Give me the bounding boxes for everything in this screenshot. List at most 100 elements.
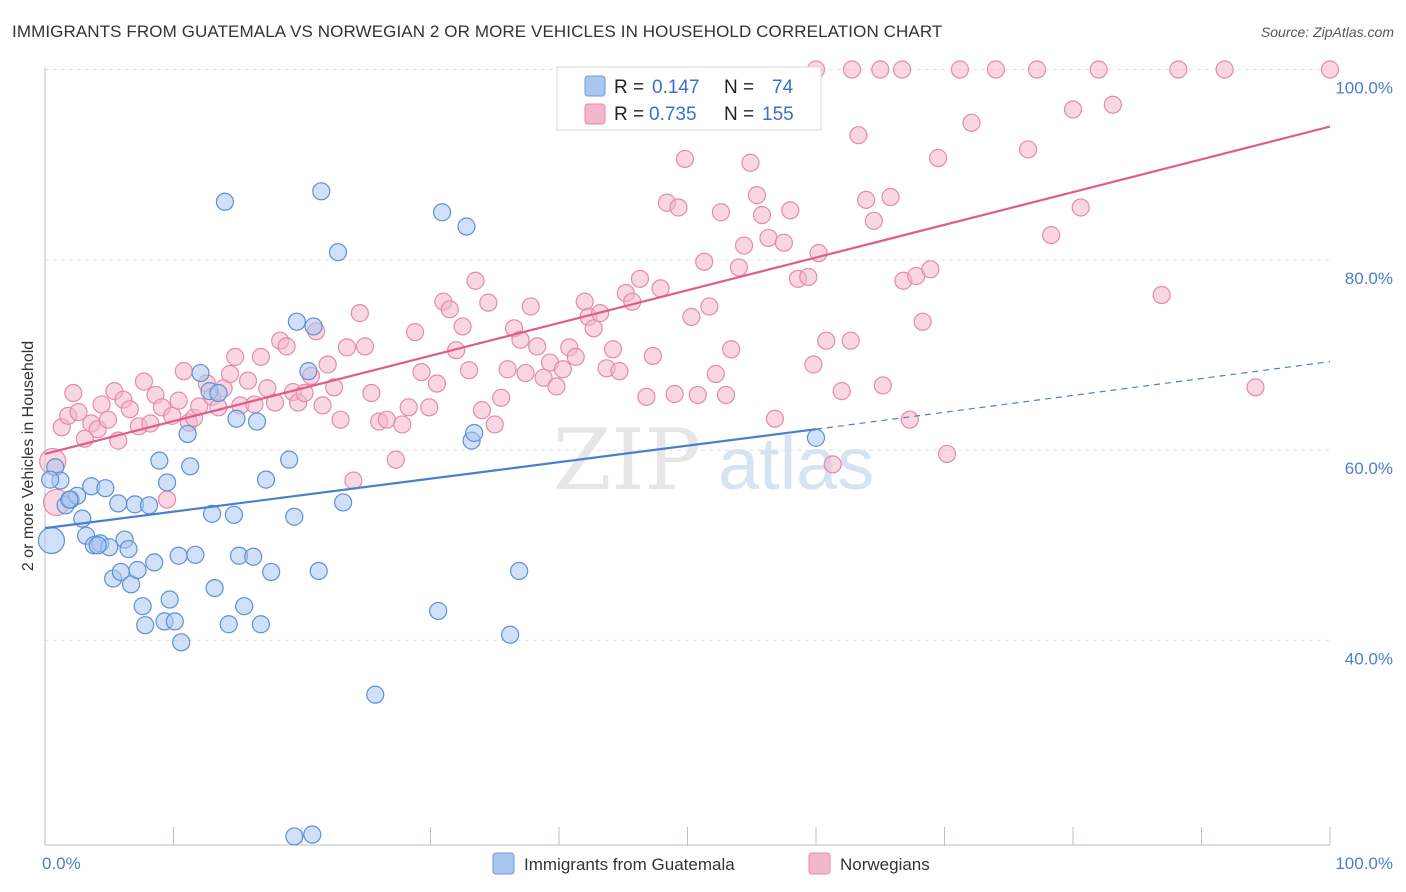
norwegians-point xyxy=(521,297,540,316)
legend-n-value-2: 155 xyxy=(762,104,794,125)
norwegians-point xyxy=(1320,60,1340,79)
norwegians-point xyxy=(485,415,504,434)
y-tick-label: 100.0% xyxy=(1335,79,1393,98)
norwegians-point xyxy=(492,388,511,407)
guatemala-point xyxy=(285,827,304,846)
norwegians-point xyxy=(337,338,357,357)
guatemala-point xyxy=(150,451,169,470)
guatemala-point xyxy=(244,547,263,566)
norwegians-point xyxy=(1071,198,1090,217)
norwegians-point xyxy=(575,292,594,311)
norwegians-point xyxy=(584,319,603,338)
norwegians-point xyxy=(623,292,642,311)
norwegians-point xyxy=(1018,140,1038,159)
guatemala-point xyxy=(128,560,147,580)
norwegians-point xyxy=(675,149,695,169)
norwegians-point xyxy=(752,205,772,225)
guatemala-point xyxy=(181,457,200,476)
x-tick-max: 100.0% xyxy=(1335,854,1393,873)
norwegians-point xyxy=(466,271,485,290)
norwegians-point xyxy=(226,347,245,366)
guatemala-point xyxy=(109,494,128,513)
norwegians-trend-line xyxy=(44,125,1331,455)
guatemala-point xyxy=(205,578,224,598)
norwegians-point xyxy=(427,374,447,393)
norwegians-point xyxy=(169,391,188,410)
legend-n-value-1: 74 xyxy=(772,77,794,98)
guatemala-point xyxy=(41,470,60,489)
norwegians-point xyxy=(350,304,369,323)
norwegians-point xyxy=(1152,285,1171,305)
norwegians-point xyxy=(399,398,418,417)
guatemala-point xyxy=(366,685,385,704)
guatemala-point xyxy=(172,633,191,652)
norwegians-point xyxy=(669,198,688,217)
norwegians-point xyxy=(706,364,725,384)
legend-n-label-2: N = xyxy=(724,104,754,125)
norwegians-point xyxy=(553,360,572,379)
series-legend-swatch-norwegians xyxy=(808,852,831,875)
series-legend: Immigrants from Guatemala Norwegians xyxy=(492,852,930,875)
norwegians-point xyxy=(849,126,868,145)
guatemala-point xyxy=(312,182,331,201)
norwegians-point xyxy=(864,211,883,230)
norwegians-point xyxy=(651,279,670,298)
guatemala-point xyxy=(169,546,188,565)
y-tick-labels: 40.0% 60.0% 80.0% 100.0% xyxy=(1335,79,1393,669)
guatemala-point xyxy=(119,539,138,559)
norwegians-point xyxy=(741,153,760,172)
guatemala-point xyxy=(219,615,238,634)
guatemala-point xyxy=(247,412,267,431)
norwegians-point xyxy=(344,471,363,490)
norwegians-point xyxy=(1246,378,1265,397)
norwegians-point xyxy=(643,346,662,366)
guatemala-trend-projection xyxy=(815,361,1331,430)
norwegians-point xyxy=(1215,60,1234,79)
norwegians-point xyxy=(325,378,344,397)
norwegians-point xyxy=(377,410,396,429)
norwegians-point xyxy=(913,312,932,331)
guatemala-point xyxy=(191,363,210,383)
guatemala-point xyxy=(96,479,115,498)
norwegians-point xyxy=(453,317,472,336)
norwegians-point xyxy=(516,363,535,383)
guatemala-point xyxy=(178,424,197,444)
guatemala-point xyxy=(186,545,205,564)
norwegians-point xyxy=(98,410,118,429)
chart-title: IMMIGRANTS FROM GUATEMALA VS NORWEGIAN 2… xyxy=(12,22,943,41)
norwegians-point xyxy=(665,384,684,404)
norwegians-point xyxy=(547,377,566,396)
norwegians-point xyxy=(610,362,629,381)
norwegians-point xyxy=(265,393,285,412)
norwegians-point xyxy=(174,362,193,381)
norwegians-point xyxy=(64,383,83,403)
guatemala-point xyxy=(256,470,276,489)
norwegians-point xyxy=(857,190,876,209)
data-points xyxy=(37,60,1340,846)
norwegians-point xyxy=(928,148,948,168)
legend-swatch-pink xyxy=(584,103,606,125)
guatemala-point xyxy=(510,561,529,581)
norwegians-point xyxy=(405,323,425,342)
norwegians-point xyxy=(729,258,749,277)
y-axis-label: 2 or more Vehicles in Household xyxy=(20,341,37,571)
guatemala-point xyxy=(227,409,246,428)
guatemala-point xyxy=(157,473,177,492)
norwegians-point xyxy=(817,331,836,350)
norwegians-point xyxy=(511,330,530,349)
guatemala-trend-line xyxy=(44,428,817,530)
guatemala-point xyxy=(285,507,304,526)
guatemala-point xyxy=(309,561,328,581)
norwegians-point xyxy=(472,401,491,420)
norwegians-point xyxy=(765,409,784,428)
norwegians-point xyxy=(1042,225,1061,245)
source-note: Source: ZipAtlas.com xyxy=(1260,24,1394,40)
guatemala-point xyxy=(235,597,254,616)
guatemala-point xyxy=(806,428,826,447)
guatemala-point xyxy=(287,312,306,331)
guatemala-point xyxy=(139,496,159,515)
norwegians-point xyxy=(842,60,862,79)
legend-swatch-blue xyxy=(584,75,606,97)
guatemala-point xyxy=(215,192,234,211)
trend-lines xyxy=(44,125,1331,530)
